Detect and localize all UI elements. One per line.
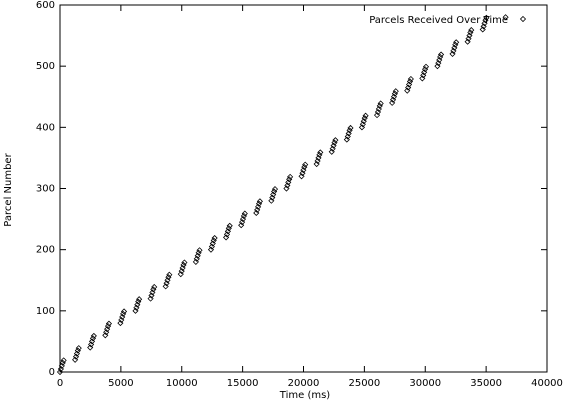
point [287, 173, 294, 180]
point [271, 186, 279, 193]
x-tick-label: 5000 [108, 378, 133, 389]
point [166, 271, 173, 278]
point [483, 14, 490, 21]
legend-marker [519, 15, 527, 23]
y-tick-label: 600 [36, 0, 55, 11]
point [90, 332, 97, 339]
point [136, 296, 143, 303]
point [226, 222, 233, 229]
x-tick-label: 35000 [470, 378, 502, 389]
y-tick-label: 200 [36, 245, 55, 256]
point [241, 210, 248, 217]
point [151, 283, 158, 291]
point [407, 75, 414, 83]
x-axis-label: Time (ms) [279, 390, 331, 401]
plot-frame [59, 4, 548, 373]
x-tick-label: 20000 [288, 378, 320, 389]
point [377, 100, 384, 107]
point [332, 137, 339, 144]
y-tick-label: 0 [49, 367, 55, 378]
y-tick-label: 300 [36, 184, 55, 195]
point [502, 14, 509, 21]
point [181, 259, 188, 266]
point [317, 149, 324, 156]
point [75, 345, 82, 352]
x-tick-label: 0 [57, 378, 63, 389]
point [453, 39, 460, 46]
point [256, 198, 263, 205]
x-tick-label: 10000 [166, 378, 198, 389]
point [468, 27, 475, 34]
point [120, 308, 128, 315]
y-tick-label: 400 [36, 122, 55, 133]
point [302, 161, 309, 168]
y-tick-label: 100 [36, 306, 55, 317]
y-axis-label: Parcel Number [3, 152, 14, 226]
point [60, 357, 67, 364]
x-tick-label: 30000 [409, 378, 441, 389]
point [347, 124, 354, 132]
legend-label: Parcels Received Over Time [369, 15, 508, 26]
x-tick-label: 25000 [348, 378, 380, 389]
point [196, 247, 203, 254]
point [422, 63, 430, 70]
point [392, 88, 399, 95]
point [211, 234, 218, 242]
x-tick-label: 40000 [531, 378, 563, 389]
point [105, 320, 113, 327]
point [438, 51, 445, 58]
y-tick-label: 500 [36, 61, 55, 72]
point [362, 112, 369, 119]
x-tick-label: 15000 [227, 378, 259, 389]
